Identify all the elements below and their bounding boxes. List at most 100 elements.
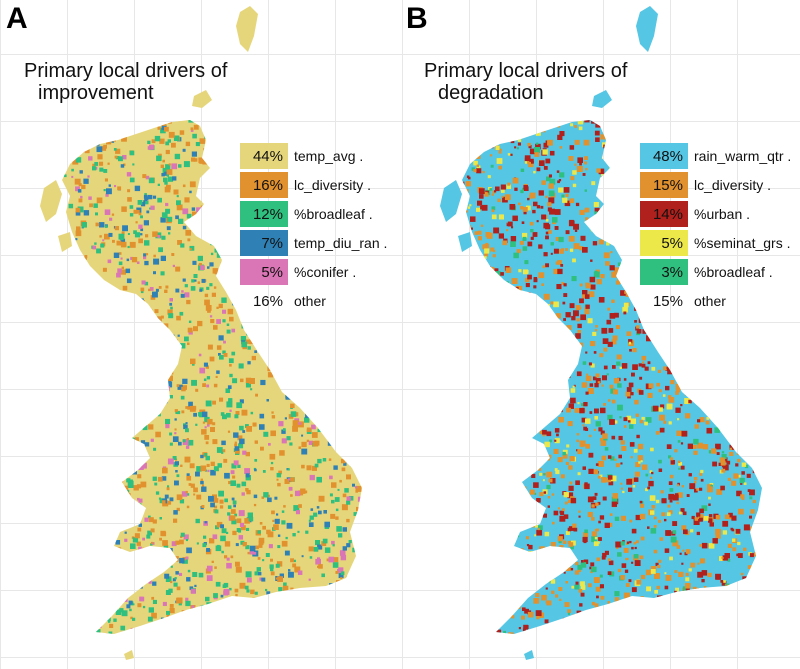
map-pixel: [636, 618, 642, 624]
map-pixel: [55, 431, 59, 435]
map-pixel: [105, 346, 109, 350]
map-pixel: [173, 189, 179, 195]
map-pixel: [462, 597, 466, 603]
map-pixel: [211, 134, 215, 138]
map-pixel: [214, 566, 217, 569]
map-pixel: [727, 132, 732, 137]
map-pixel: [698, 390, 703, 395]
map-pixel: [139, 376, 144, 381]
map-pixel: [467, 225, 472, 230]
map-pixel: [614, 458, 617, 461]
map-pixel: [317, 428, 321, 433]
map-pixel: [474, 553, 478, 558]
map-pixel: [550, 542, 556, 547]
map-pixel: [522, 416, 526, 420]
map-pixel: [468, 416, 471, 420]
map-pixel: [350, 323, 354, 327]
map-pixel: [86, 273, 89, 276]
map-pixel: [697, 120, 701, 122]
map-pixel: [566, 566, 571, 571]
map-pixel: [556, 373, 560, 378]
map-pixel: [265, 553, 270, 557]
map-pixel: [78, 259, 85, 265]
map-pixel: [267, 600, 271, 604]
map-pixel: [102, 450, 107, 455]
map-pixel: [151, 139, 156, 144]
map-pixel: [450, 413, 454, 417]
map-pixel: [532, 209, 536, 214]
map-pixel: [262, 136, 266, 139]
map-pixel: [523, 211, 527, 215]
map-pixel: [172, 264, 175, 268]
map-pixel: [490, 266, 495, 271]
map-pixel: [516, 535, 520, 538]
map-pixel: [65, 395, 71, 401]
map-pixel: [163, 351, 170, 357]
map-pixel: [562, 553, 566, 557]
map-pixel: [332, 634, 338, 640]
map-pixel: [492, 590, 495, 593]
map-pixel: [174, 153, 181, 160]
map-pixel: [611, 271, 618, 278]
map-pixel: [190, 611, 196, 616]
map-pixel: [567, 375, 571, 378]
map-pixel: [534, 120, 539, 125]
map-pixel: [741, 471, 745, 475]
map-pixel: [270, 467, 274, 471]
map-pixel: [144, 382, 148, 385]
map-pixel: [625, 193, 630, 199]
map-pixel: [232, 530, 237, 536]
map-pixel: [52, 270, 58, 276]
map-pixel: [213, 466, 219, 472]
map-pixel: [260, 379, 266, 386]
map-pixel: [231, 248, 234, 251]
map-pixel: [145, 340, 151, 346]
map-pixel: [523, 446, 527, 451]
map-pixel: [606, 242, 610, 246]
map-pixel: [201, 429, 207, 435]
map-pixel: [111, 303, 116, 308]
map-pixel: [549, 178, 556, 185]
map-pixel: [222, 150, 228, 155]
map-pixel: [156, 357, 161, 361]
map-pixel: [301, 555, 304, 558]
map-pixel: [525, 536, 529, 540]
map-pixel: [696, 531, 700, 536]
map-pixel: [650, 569, 656, 574]
map-pixel: [276, 478, 279, 481]
map-pixel: [527, 142, 531, 147]
map-pixel: [308, 546, 314, 552]
map-pixel: [767, 412, 770, 415]
map-pixel: [304, 349, 309, 353]
map-pixel: [570, 355, 576, 361]
map-pixel: [113, 252, 120, 258]
map-pixel: [112, 117, 114, 119]
map-pixel: [637, 443, 644, 450]
legend-label: temp_avg .: [294, 148, 364, 164]
map-pixel: [161, 476, 167, 481]
map-pixel: [205, 130, 211, 137]
map-pixel: [761, 639, 765, 643]
map-pixel: [369, 364, 373, 368]
map-pixel: [483, 371, 486, 374]
map-pixel: [302, 349, 307, 354]
map-pixel: [565, 347, 569, 350]
map-pixel: [220, 412, 225, 416]
map-pixel: [89, 203, 93, 208]
map-pixel: [128, 339, 132, 343]
map-pixel: [204, 453, 208, 456]
map-pixel: [57, 548, 60, 551]
map-pixel: [750, 398, 755, 403]
map-pixel: [464, 510, 471, 517]
map-pixel: [480, 310, 484, 314]
map-pixel: [191, 379, 197, 386]
map-pixel: [205, 365, 209, 369]
map-pixel: [605, 124, 611, 130]
map-pixel: [577, 568, 582, 572]
map-pixel: [281, 375, 285, 380]
map-pixel: [216, 345, 222, 350]
map-pixel: [523, 624, 528, 630]
map-pixel: [182, 558, 188, 564]
map-pixel: [62, 126, 64, 130]
map-pixel: [212, 639, 215, 642]
